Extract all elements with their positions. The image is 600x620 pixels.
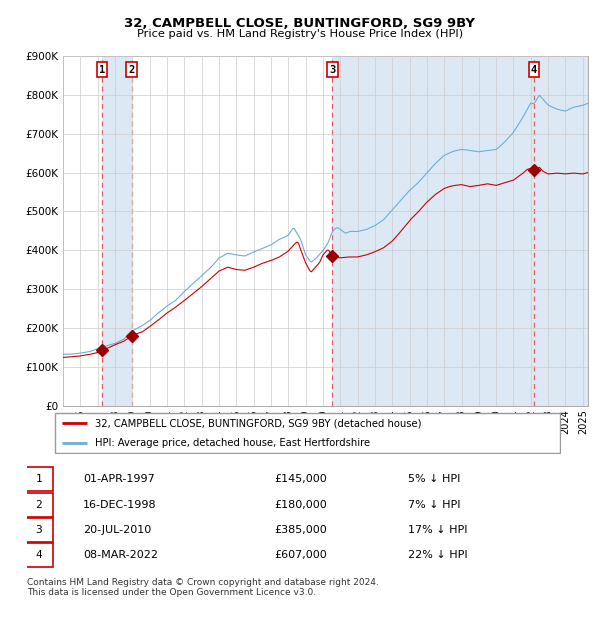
Text: 2: 2 [35, 500, 42, 510]
Text: £180,000: £180,000 [274, 500, 326, 510]
Text: This data is licensed under the Open Government Licence v3.0.: This data is licensed under the Open Gov… [27, 588, 316, 597]
Text: 4: 4 [531, 64, 537, 74]
FancyBboxPatch shape [24, 518, 53, 542]
Text: 20-JUL-2010: 20-JUL-2010 [83, 525, 151, 535]
Text: 3: 3 [35, 525, 42, 535]
Text: 16-DEC-1998: 16-DEC-1998 [83, 500, 157, 510]
Text: 32, CAMPBELL CLOSE, BUNTINGFORD, SG9 9BY (detached house): 32, CAMPBELL CLOSE, BUNTINGFORD, SG9 9BY… [95, 418, 421, 428]
Text: 17% ↓ HPI: 17% ↓ HPI [409, 525, 468, 535]
Text: £385,000: £385,000 [274, 525, 326, 535]
Text: 7% ↓ HPI: 7% ↓ HPI [409, 500, 461, 510]
Text: 1: 1 [35, 474, 42, 484]
FancyBboxPatch shape [24, 467, 53, 492]
Text: 01-APR-1997: 01-APR-1997 [83, 474, 155, 484]
Bar [534, 56, 588, 406]
Text: £145,000: £145,000 [274, 474, 326, 484]
Text: 4: 4 [35, 550, 42, 560]
Text: £607,000: £607,000 [274, 550, 326, 560]
Text: 1: 1 [99, 64, 105, 74]
Bar [332, 56, 534, 406]
FancyBboxPatch shape [24, 543, 53, 567]
FancyBboxPatch shape [24, 493, 53, 516]
Text: 08-MAR-2022: 08-MAR-2022 [83, 550, 158, 560]
Text: Contains HM Land Registry data © Crown copyright and database right 2024.: Contains HM Land Registry data © Crown c… [27, 578, 379, 587]
Text: 32, CAMPBELL CLOSE, BUNTINGFORD, SG9 9BY: 32, CAMPBELL CLOSE, BUNTINGFORD, SG9 9BY [125, 17, 476, 30]
Text: 3: 3 [329, 64, 335, 74]
Bar [102, 56, 131, 406]
Text: HPI: Average price, detached house, East Hertfordshire: HPI: Average price, detached house, East… [95, 438, 370, 448]
Text: 2: 2 [128, 64, 135, 74]
Text: 22% ↓ HPI: 22% ↓ HPI [409, 550, 468, 560]
Text: Price paid vs. HM Land Registry's House Price Index (HPI): Price paid vs. HM Land Registry's House … [137, 29, 463, 38]
Text: 5% ↓ HPI: 5% ↓ HPI [409, 474, 461, 484]
